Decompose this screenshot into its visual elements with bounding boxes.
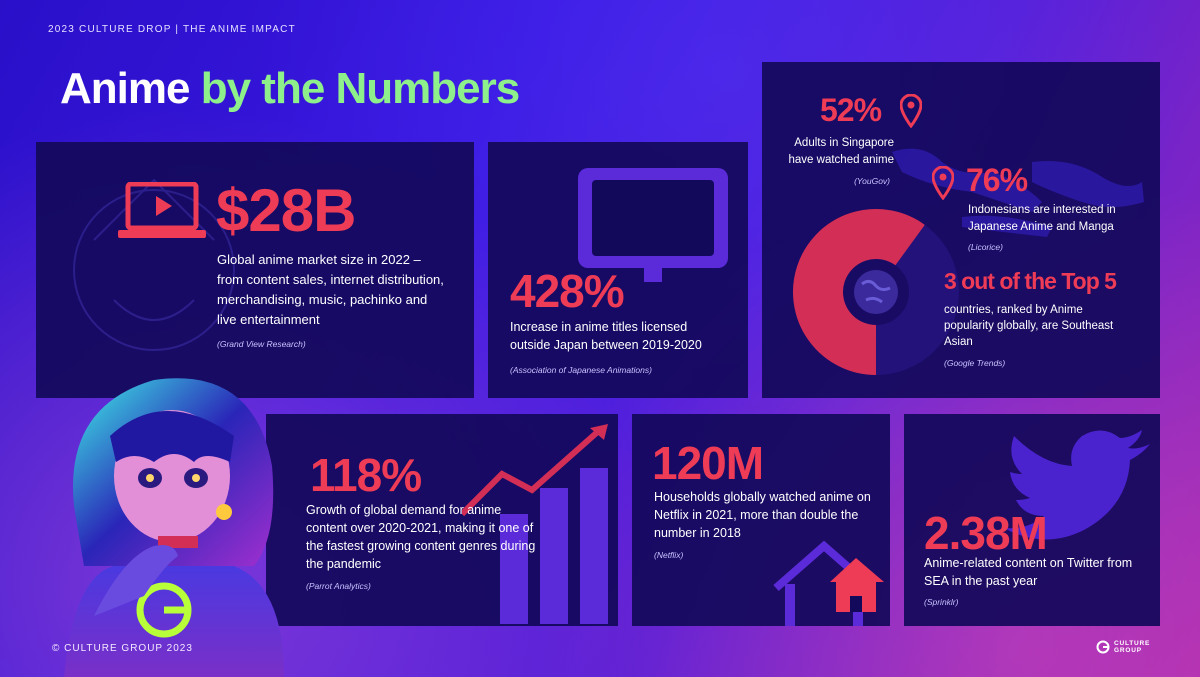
location-pin-icon bbox=[932, 166, 954, 200]
title-part-2: by the Numbers bbox=[200, 64, 521, 113]
sea-map-graphic bbox=[892, 148, 1144, 237]
brand-line-2: GROUP bbox=[1114, 647, 1142, 654]
monitor-icon bbox=[578, 168, 728, 282]
location-pin-icon bbox=[900, 94, 922, 128]
indonesia-source: (Licorice) bbox=[968, 242, 1003, 252]
title-part-1: Anime bbox=[60, 64, 190, 113]
licensed-description: Increase in anime titles licensed outsid… bbox=[510, 320, 702, 352]
brand-line-1: CULTURE bbox=[1114, 640, 1151, 647]
indonesia-description: Indonesians are interested in Japanese A… bbox=[968, 204, 1116, 233]
donut-share-arc bbox=[793, 209, 925, 375]
laptop-play-icon bbox=[118, 182, 206, 238]
twitter-bird-icon bbox=[1004, 430, 1150, 540]
licensed-value: 428% bbox=[510, 265, 625, 317]
market-description: Global anime market size in 2022 – from … bbox=[217, 252, 444, 327]
anime-character-illustration bbox=[64, 378, 284, 677]
growth-source: (Parrot Analytics) bbox=[306, 581, 371, 591]
indonesia-value: 76% bbox=[966, 162, 1028, 198]
globe-icon bbox=[854, 270, 898, 314]
twitter-value: 2.38M bbox=[924, 507, 1048, 559]
netflix-source: (Netflix) bbox=[654, 550, 684, 560]
bar-chart-trend-icon bbox=[462, 424, 608, 624]
brand-logo: CULTURE GROUP bbox=[1096, 640, 1150, 654]
house-icon bbox=[773, 540, 884, 626]
growth-value: 118% bbox=[310, 449, 422, 501]
top5-donut-chart bbox=[793, 209, 959, 375]
singapore-source: (YouGov) bbox=[854, 176, 890, 186]
netflix-value: 120M bbox=[652, 437, 764, 489]
licensed-source: (Association of Japanese Animations) bbox=[510, 365, 652, 375]
southeast-asia-card: 52% Adults in Singapore have watched ani… bbox=[762, 62, 1160, 398]
eyebrow-text: 2023 CULTURE DROP | THE ANIME IMPACT bbox=[48, 24, 296, 35]
top5-value: 3 out of the Top 5 bbox=[944, 268, 1117, 294]
demand-growth-card: 118% Growth of global demand for anime c… bbox=[266, 414, 618, 626]
top5-description: countries, ranked by Anime popularity gl… bbox=[944, 304, 1114, 348]
netflix-description: Households globally watched anime on Net… bbox=[654, 490, 871, 540]
growth-description: Growth of global demand for anime conten… bbox=[306, 503, 536, 571]
singapore-description: Adults in Singapore have watched anime bbox=[788, 137, 894, 166]
top5-source: (Google Trends) bbox=[944, 358, 1006, 368]
twitter-description: Anime-related content on Twitter from SE… bbox=[924, 556, 1133, 588]
page-title: Anime by the Numbers bbox=[60, 64, 521, 114]
brand-mark-icon bbox=[1096, 640, 1110, 654]
market-size-card: $28B Global anime market size in 2022 – … bbox=[36, 142, 474, 398]
market-source: (Grand View Research) bbox=[217, 339, 306, 349]
netflix-card: 120M Households globally watched anime o… bbox=[632, 414, 890, 626]
twitter-source: (Sprinklr) bbox=[924, 597, 959, 607]
licensed-titles-card: 428% Increase in anime titles licensed o… bbox=[488, 142, 748, 398]
twitter-card: 2.38M Anime-related content on Twitter f… bbox=[904, 414, 1160, 626]
brand-text: CULTURE GROUP bbox=[1114, 640, 1150, 654]
footer-copyright: © CULTURE GROUP 2023 bbox=[52, 643, 193, 654]
market-value: $28B bbox=[216, 177, 356, 244]
singapore-value: 52% bbox=[820, 92, 882, 128]
